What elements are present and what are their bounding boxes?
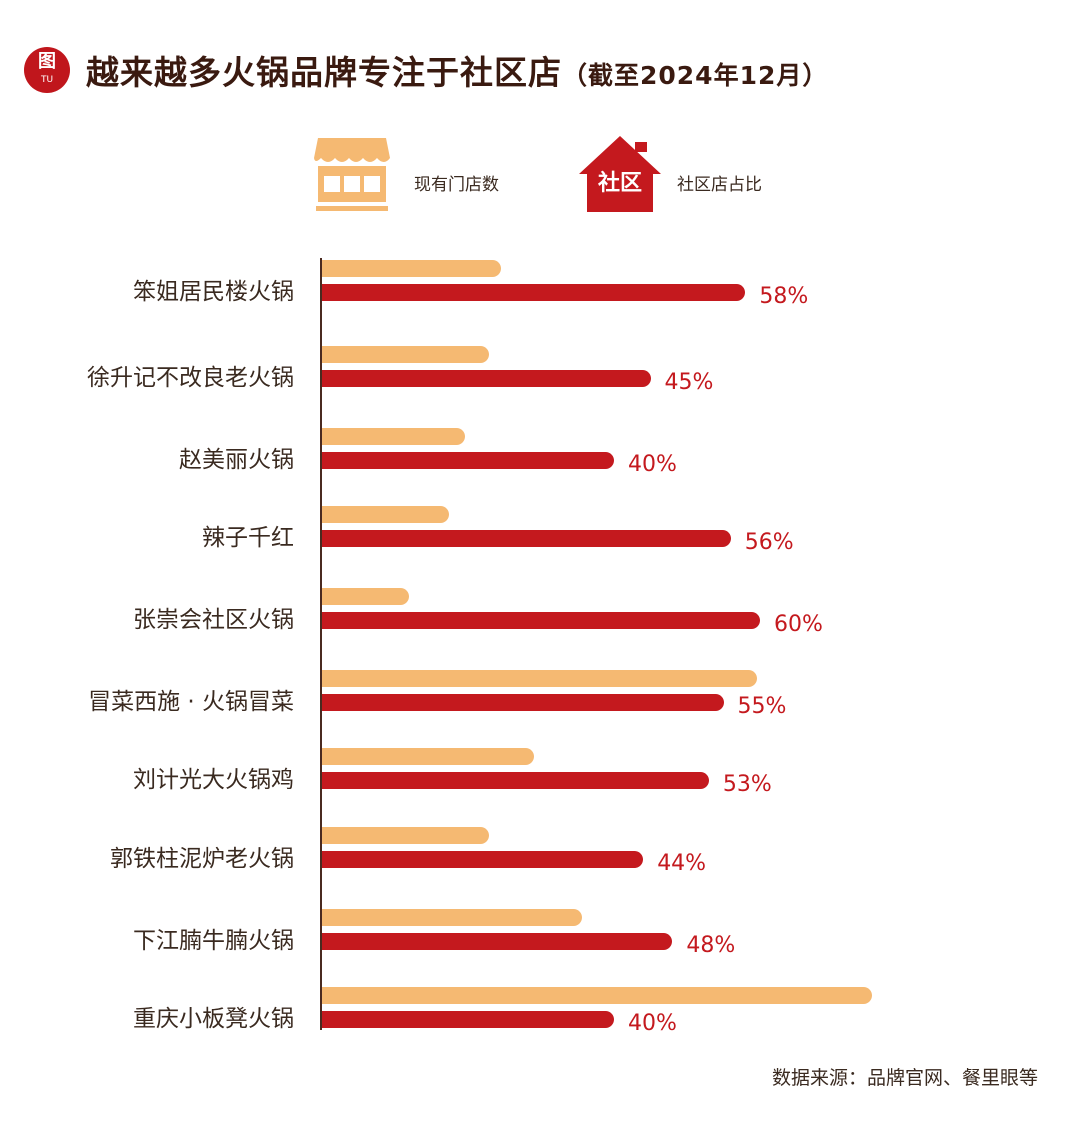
- legend-store-label: 现有门店数: [414, 175, 499, 195]
- store-count-bar: [322, 260, 501, 277]
- store-count-bar: [322, 506, 449, 523]
- store-count-bar: [322, 748, 534, 765]
- store-count-bar: [322, 827, 489, 844]
- community-share-bar: [322, 851, 644, 868]
- title-sub: （截至2024年12月）: [562, 61, 829, 90]
- community-share-label: 48%: [686, 933, 736, 958]
- y-axis-line: [320, 258, 322, 1030]
- community-share-label: 40%: [628, 1011, 677, 1036]
- store-count-bar: [322, 588, 409, 605]
- community-share-bar: [322, 1011, 614, 1028]
- logo-sub: TU: [40, 75, 54, 85]
- store-count-bar: [322, 909, 582, 926]
- category-label: 笨姐居民楼火锅: [133, 279, 294, 305]
- category-label: 徐升记不改良老火锅: [87, 365, 294, 391]
- category-label: 重庆小板凳火锅: [133, 1006, 294, 1032]
- category-label: 郭铁柱泥炉老火锅: [110, 846, 294, 872]
- community-share-label: 45%: [664, 370, 714, 395]
- community-share-label: 44%: [657, 851, 707, 876]
- logo-text: 图: [38, 51, 56, 72]
- legend-community-label: 社区店占比: [677, 175, 762, 195]
- logo: 图 TU: [24, 47, 70, 93]
- category-label: 辣子千红: [202, 525, 294, 551]
- store-count-bar: [322, 428, 465, 445]
- community-share-bar: [322, 772, 709, 789]
- community-share-bar: [322, 370, 651, 387]
- community-share-bar: [322, 452, 614, 469]
- community-share-bar: [322, 284, 746, 301]
- chart-title: 越来越多火锅品牌专注于社区店（截至2024年12月）: [86, 46, 828, 94]
- category-label: 下江腩牛腩火锅: [133, 928, 294, 954]
- community-share-label: 40%: [628, 452, 677, 477]
- store-icon: [314, 138, 390, 211]
- community-share-bar: [322, 933, 673, 950]
- store-count-bar: [322, 346, 489, 363]
- category-label: 刘计光大火锅鸡: [133, 767, 294, 793]
- store-count-bar: [322, 987, 872, 1004]
- community-share-label: 58%: [759, 284, 809, 309]
- community-share-bar: [322, 612, 760, 629]
- community-share-label: 56%: [744, 530, 794, 555]
- category-label: 冒菜西施 · 火锅冒菜: [88, 689, 294, 715]
- category-label: 赵美丽火锅: [179, 447, 294, 473]
- category-label: 张崇会社区火锅: [133, 607, 294, 633]
- community-share-label: 60%: [774, 612, 823, 637]
- community-share-label: 53%: [722, 772, 772, 797]
- store-count-bar: [322, 670, 757, 687]
- svg-text:社区: 社区: [598, 170, 642, 196]
- community-share-bar: [322, 530, 731, 547]
- title-main: 越来越多火锅品牌专注于社区店: [86, 53, 562, 92]
- house-icon: 社区: [579, 136, 661, 212]
- community-share-bar: [322, 694, 724, 711]
- community-share-label: 55%: [737, 694, 787, 719]
- source-note: 数据来源：品牌官网、餐里眼等: [771, 1067, 1038, 1089]
